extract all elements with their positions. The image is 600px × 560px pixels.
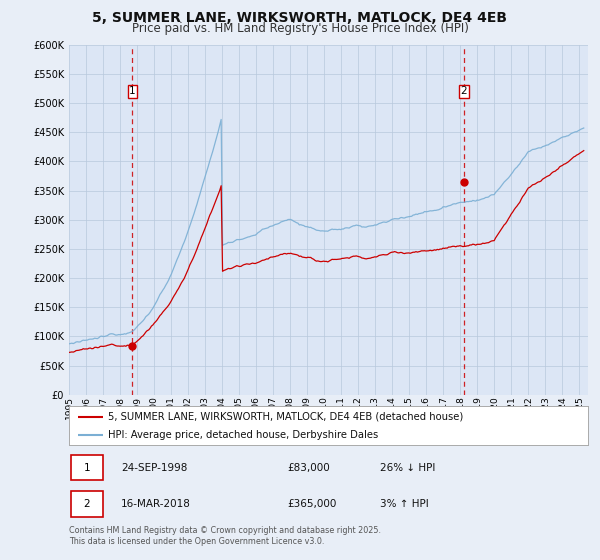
Text: 1: 1 [129,86,136,96]
Text: Price paid vs. HM Land Registry's House Price Index (HPI): Price paid vs. HM Land Registry's House … [131,22,469,35]
Text: 5, SUMMER LANE, WIRKSWORTH, MATLOCK, DE4 4EB (detached house): 5, SUMMER LANE, WIRKSWORTH, MATLOCK, DE4… [108,412,463,422]
Text: Contains HM Land Registry data © Crown copyright and database right 2025.
This d: Contains HM Land Registry data © Crown c… [69,526,381,546]
Text: £83,000: £83,000 [287,463,330,473]
Text: 26% ↓ HPI: 26% ↓ HPI [380,463,436,473]
Text: 3% ↑ HPI: 3% ↑ HPI [380,499,429,509]
Point [459,178,469,186]
Text: 2: 2 [83,499,90,509]
Text: £365,000: £365,000 [287,499,337,509]
Text: 24-SEP-1998: 24-SEP-1998 [121,463,187,473]
Text: 16-MAR-2018: 16-MAR-2018 [121,499,191,509]
Text: 5, SUMMER LANE, WIRKSWORTH, MATLOCK, DE4 4EB: 5, SUMMER LANE, WIRKSWORTH, MATLOCK, DE4… [92,11,508,25]
FancyBboxPatch shape [71,455,103,480]
FancyBboxPatch shape [71,491,103,517]
Point [128,342,137,351]
Text: HPI: Average price, detached house, Derbyshire Dales: HPI: Average price, detached house, Derb… [108,431,378,440]
Text: 1: 1 [83,463,90,473]
Text: 2: 2 [461,86,467,96]
